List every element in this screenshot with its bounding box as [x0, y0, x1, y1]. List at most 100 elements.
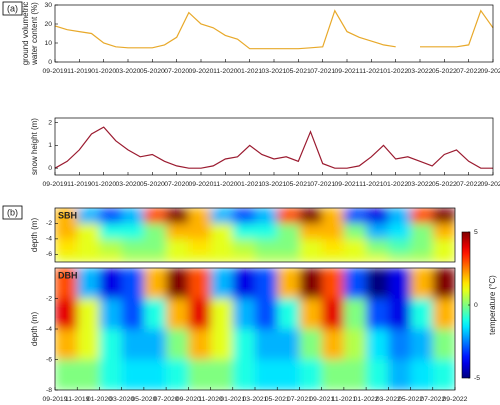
x-tick-label: 07-2022	[456, 68, 481, 75]
heatmap-cell	[321, 268, 345, 299]
heatmap-cell	[121, 223, 145, 240]
heatmap-cell	[321, 359, 345, 390]
y-tick-label: 1	[48, 142, 52, 149]
heatmap-cell	[99, 329, 123, 360]
heatmap-cell	[143, 298, 167, 330]
heatmap-cell	[410, 298, 434, 330]
heatmap-cell	[166, 268, 189, 299]
x-tick-label: 01-2020	[87, 396, 112, 403]
heatmap-cell	[432, 208, 455, 224]
heatmap-cell	[277, 223, 300, 240]
heatmap-cell	[432, 298, 455, 330]
x-tick-label: 11-2019	[67, 181, 92, 188]
x-tick-label: 09-2022	[481, 68, 500, 75]
heatmap-cell	[143, 329, 167, 360]
x-tick-label: 05-2022	[398, 396, 423, 403]
heatmap-cell	[188, 254, 212, 262]
x-tick-label: 07-2021	[287, 396, 312, 403]
heatmap-cell	[77, 359, 100, 390]
y-tick-label: -8	[46, 387, 52, 394]
heatmap-cell	[255, 254, 278, 262]
heatmap-cell	[277, 329, 300, 360]
x-tick-label: 03-2021	[243, 396, 268, 403]
heatmap-cell	[55, 223, 78, 240]
data-line	[54, 126, 493, 169]
heatmap-cell	[166, 238, 189, 255]
heatmap-cell	[277, 254, 300, 262]
x-tick-label: 09-2019	[43, 181, 68, 188]
colorbar-tick-label: -5	[474, 375, 480, 382]
heatmap-cell	[55, 208, 78, 224]
plot-frame	[54, 4, 494, 63]
x-tick-label: 11-2021	[359, 181, 384, 188]
panel-box	[2, 1, 23, 16]
heatmap-cell	[55, 329, 78, 360]
heatmap-cell	[343, 359, 367, 390]
heatmap-cell	[188, 208, 212, 224]
x-tick-label: 09-2020	[189, 181, 214, 188]
x-tick-label: 07-2022	[420, 396, 445, 403]
heatmap-cell	[210, 238, 234, 255]
heatmap-cell	[299, 238, 323, 255]
heatmap-cell	[343, 238, 367, 255]
heatmap-cell	[321, 208, 345, 224]
x-tick-label: 01-2020	[91, 68, 116, 75]
heatmap-cell	[232, 268, 256, 299]
heatmap-cell	[232, 223, 256, 240]
x-tick-label: 09-2020	[176, 396, 201, 403]
heatmap-cell	[343, 268, 367, 299]
heatmap-cell	[210, 223, 234, 240]
heatmap-cell	[232, 238, 256, 255]
heatmap-cell	[366, 208, 389, 224]
x-tick-label: 11-2019	[65, 396, 90, 403]
heatmap-cell	[166, 208, 189, 224]
x-tick-label: 05-2020	[140, 68, 165, 75]
heatmap-cell	[77, 298, 100, 330]
x-tick-label: 03-2020	[109, 396, 134, 403]
y-axis-label: depth (m)	[30, 218, 39, 253]
heatmap-cell	[410, 223, 434, 240]
heatmap-cell	[432, 254, 455, 262]
heatmap-cell	[299, 359, 323, 390]
heatmap-cell	[432, 268, 455, 299]
heatmap-cell	[410, 254, 434, 262]
heatmap-cell	[55, 254, 78, 262]
heatmap-cell	[77, 223, 100, 240]
heatmap	[55, 268, 455, 390]
x-tick-label: 11-2020	[213, 68, 238, 75]
heatmap-cell	[232, 254, 256, 262]
x-tick-label: 01-2022	[383, 68, 408, 75]
heatmap-cell	[255, 268, 278, 299]
y-axis-label: water content (%)	[30, 2, 39, 66]
x-tick-label: 09-2022	[443, 396, 468, 403]
x-tick-label: 01-2022	[383, 181, 408, 188]
x-tick-label: 05-2020	[131, 396, 156, 403]
y-tick-label: 0	[48, 59, 52, 66]
x-tick-label: 03-2022	[408, 181, 433, 188]
heatmap-cell	[343, 329, 367, 360]
x-tick-label: 07-2021	[310, 68, 335, 75]
heatmap-cell	[210, 268, 234, 299]
heatmap-cell	[143, 268, 167, 299]
heatmap-cell	[299, 208, 323, 224]
heatmap-cell	[277, 238, 300, 255]
heatmap-cell	[255, 298, 278, 330]
y-tick-label: 2	[48, 119, 52, 126]
x-tick-label: 01-2021	[220, 396, 245, 403]
heatmap-cell	[388, 268, 412, 299]
heatmap-cell	[255, 223, 278, 240]
heatmap-cell	[277, 208, 300, 224]
heatmap-cell	[99, 359, 123, 390]
heatmap-cell	[388, 223, 412, 240]
x-tick-label: 05-2022	[432, 68, 457, 75]
heatmap-cell	[277, 359, 300, 390]
y-tick-label: -6	[46, 251, 52, 258]
panel-label: (a)	[7, 3, 18, 13]
heatmap-cell	[366, 223, 389, 240]
y-axis-label: snow height (m)	[30, 118, 39, 175]
heatmap-cell	[232, 208, 256, 224]
heatmap-cell	[143, 254, 167, 262]
x-tick-label: 05-2021	[265, 396, 290, 403]
heatmap-cell	[121, 329, 145, 360]
